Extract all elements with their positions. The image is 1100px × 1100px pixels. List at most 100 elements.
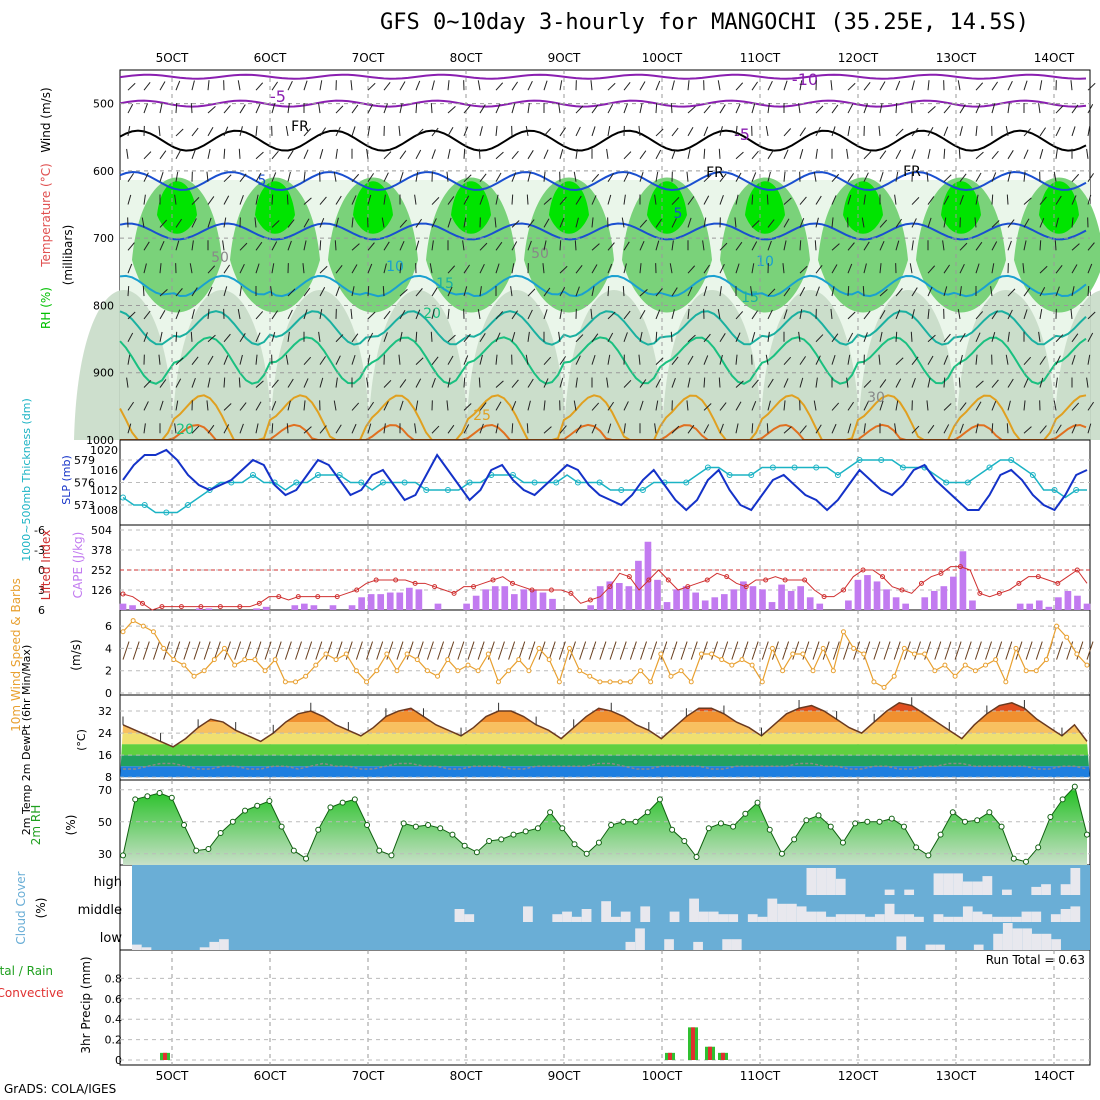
precip-conv-bar: [708, 1046, 712, 1060]
rh2m-point: [156, 790, 163, 796]
wind-barb: [191, 127, 199, 137]
lifted-point: [509, 580, 515, 586]
wind-barb: [1039, 127, 1047, 137]
wind-barb: [1039, 308, 1043, 319]
wind-barb: [175, 378, 182, 388]
wind-barb: [719, 402, 727, 411]
wind-barb: [143, 81, 151, 91]
wind-barb-10m: [741, 641, 749, 660]
wind-barb: [143, 103, 148, 114]
wind-barb-10m: [893, 641, 901, 660]
wind-barb: [575, 334, 584, 343]
wind-barb: [527, 80, 533, 91]
lifted-point: [159, 604, 165, 610]
wind-barb: [527, 103, 530, 114]
wind-barb: [573, 400, 577, 411]
wind-barb-10m: [1056, 641, 1064, 660]
wind-barb-10m: [954, 641, 962, 660]
wind-barb-10m: [234, 641, 242, 660]
wind-barb-10m: [447, 641, 455, 660]
temp-ytick: 32: [98, 705, 112, 718]
wind-barb: [1071, 423, 1077, 434]
wind-barb: [319, 80, 323, 91]
wind-barb: [381, 217, 385, 228]
wind-barb: [975, 423, 979, 434]
wind-barb: [495, 103, 501, 114]
wind-barb: [687, 217, 692, 228]
wind-barb: [463, 174, 472, 183]
rh2m-point: [717, 820, 724, 827]
thickness-point: [704, 464, 711, 471]
wind-barb: [1087, 332, 1094, 343]
wind-barb: [879, 219, 888, 228]
temp-contour: [119, 170, 1087, 192]
wind-barb-10m: [538, 641, 546, 660]
wind-barb: [223, 148, 226, 159]
slp-ytick: 1016: [90, 464, 118, 477]
wind-barb: [255, 401, 262, 411]
cloud-bar-middle: [1070, 906, 1081, 922]
rh2m-point: [730, 823, 737, 830]
wind-barb: [351, 173, 360, 183]
wind-barb: [590, 80, 593, 91]
wind-barb: [463, 403, 472, 411]
contour-label: -5: [734, 125, 750, 144]
wind-barb: [511, 241, 518, 251]
wind-barb: [767, 103, 770, 114]
wind-barb-10m: [173, 641, 181, 660]
wind-barb: [383, 379, 392, 388]
cape-ytick: 126: [91, 584, 112, 597]
wind-ytick: 6: [105, 620, 112, 633]
lifted-point: [821, 594, 827, 600]
cloud-bar-low: [1041, 933, 1052, 950]
wind-speed-point: [972, 668, 978, 674]
wind-barb: [159, 219, 168, 228]
wind-barb: [911, 377, 916, 388]
wind-barb: [287, 331, 290, 342]
wind-barb: [975, 125, 978, 136]
rh2m-point: [705, 825, 712, 832]
wind-barb: [1039, 217, 1045, 228]
wind-barb: [1007, 150, 1014, 160]
cape-bar: [205, 608, 213, 610]
wind-speed-point: [820, 645, 826, 651]
wind-barb: [1053, 400, 1057, 411]
cape-bar: [892, 597, 900, 610]
wind-barb: [639, 81, 646, 91]
wind-barb-10m: [305, 641, 313, 660]
wind-barb-10m: [142, 641, 150, 660]
wind-barb: [957, 308, 961, 319]
wind-barb-10m: [1076, 641, 1084, 660]
wind-barb: [687, 148, 691, 159]
date-label-bottom: 8OCT: [450, 1069, 483, 1083]
ylabel-rh2m: 2m RH: [29, 805, 43, 846]
wind-barb: [237, 80, 241, 91]
wind-barb: [462, 240, 465, 251]
wind-barb: [621, 217, 625, 228]
wind-barb: [463, 148, 466, 159]
wind-barb: [159, 400, 164, 411]
wind-barb: [959, 423, 964, 434]
temp-contour: [119, 274, 1087, 298]
wind-barb: [415, 288, 423, 297]
wind-barb: [271, 194, 274, 205]
wind-barb: [207, 308, 210, 319]
cloud-level-label: low: [100, 931, 123, 946]
rh-fill-saturated: [549, 181, 589, 234]
wind-barb: [783, 240, 787, 251]
wind-barb: [222, 240, 225, 251]
rh2m-point: [473, 849, 480, 856]
thickness-point: [986, 464, 993, 471]
wind-barb: [639, 263, 642, 274]
wind-barb: [383, 151, 392, 160]
wind-speed-point: [962, 662, 968, 668]
wind-barb: [1023, 80, 1028, 91]
upper-ytick: 700: [93, 232, 114, 245]
rh2m-point: [388, 852, 395, 859]
wind-barb: [446, 400, 449, 411]
wind-speed-point: [790, 651, 796, 657]
wind-speed-point: [364, 679, 370, 685]
upper-ytick: 900: [93, 367, 114, 380]
wind-barb: [767, 150, 774, 160]
